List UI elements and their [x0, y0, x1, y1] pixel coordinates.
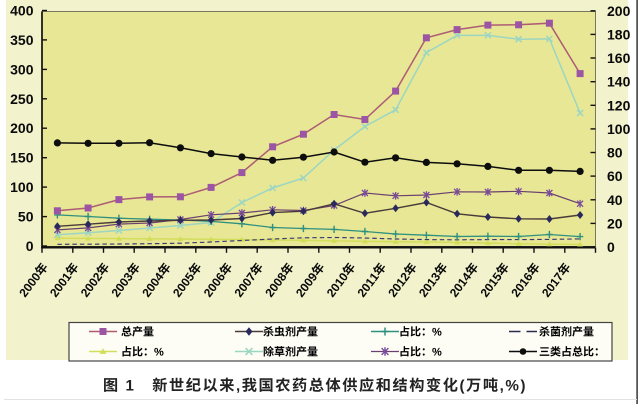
svg-text:100: 100 [10, 179, 34, 195]
svg-text:100: 100 [607, 121, 631, 137]
svg-text:140: 140 [607, 74, 631, 90]
svg-text:150: 150 [10, 150, 34, 166]
svg-text:300: 300 [10, 61, 34, 77]
svg-text:400: 400 [10, 3, 34, 19]
svg-text:20: 20 [607, 215, 623, 231]
svg-text:160: 160 [607, 50, 631, 66]
svg-text:0: 0 [26, 238, 34, 254]
svg-text:0: 0 [607, 239, 615, 255]
svg-text:80: 80 [607, 145, 623, 161]
svg-text:120: 120 [607, 97, 631, 113]
svg-text:350: 350 [10, 32, 34, 48]
svg-text:180: 180 [607, 26, 631, 42]
svg-text:200: 200 [10, 120, 34, 136]
svg-text:250: 250 [10, 91, 34, 107]
svg-text:40: 40 [607, 192, 623, 208]
svg-text:60: 60 [607, 168, 623, 184]
svg-text:50: 50 [18, 209, 34, 225]
svg-text:200: 200 [607, 3, 631, 19]
